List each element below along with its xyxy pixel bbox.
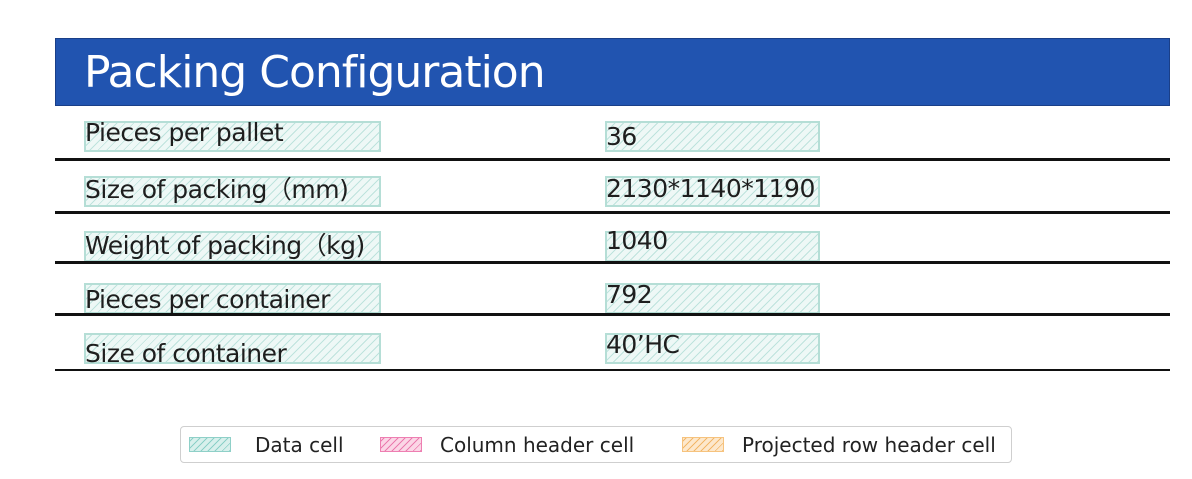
row-label: Weight of packing（kg) <box>85 231 365 260</box>
legend-label: Data cell <box>255 433 344 457</box>
row-divider <box>55 261 1170 264</box>
row-value: 1040 <box>606 226 668 255</box>
data-cell-highlight <box>605 231 820 262</box>
row-divider <box>55 211 1170 214</box>
data-cell-highlight <box>605 333 820 364</box>
projected-row-header-swatch-icon <box>682 437 724 452</box>
column-header-swatch-icon <box>380 437 422 452</box>
row-value: 2130*1140*1190 <box>606 174 815 203</box>
legend-label: Column header cell <box>440 433 635 457</box>
data-cell-highlight <box>605 176 820 207</box>
row-divider <box>55 158 1170 161</box>
row-divider <box>55 313 1170 316</box>
data-cell-highlight <box>84 333 381 364</box>
row-value: 36 <box>606 122 637 151</box>
data-cell-highlight <box>84 121 381 152</box>
title-bar: Packing Configuration <box>55 38 1170 106</box>
data-cell-swatch-icon <box>189 437 231 452</box>
row-label: Pieces per container <box>85 285 330 314</box>
data-cell-highlight <box>605 283 820 314</box>
page-title: Packing Configuration <box>84 47 546 98</box>
row-value: 40’HC <box>606 330 680 359</box>
data-cell-highlight <box>84 176 381 207</box>
legend-label: Projected row header cell <box>742 433 996 457</box>
data-cell-highlight <box>605 121 820 152</box>
row-divider <box>55 369 1170 371</box>
row-label: Pieces per pallet <box>85 118 284 147</box>
row-label: Size of container <box>85 339 287 368</box>
row-value: 792 <box>606 280 653 309</box>
legend: Data cell Column header cell Projected r… <box>180 426 1012 463</box>
data-cell-highlight <box>84 283 381 314</box>
row-label: Size of packing（mm) <box>85 175 349 204</box>
